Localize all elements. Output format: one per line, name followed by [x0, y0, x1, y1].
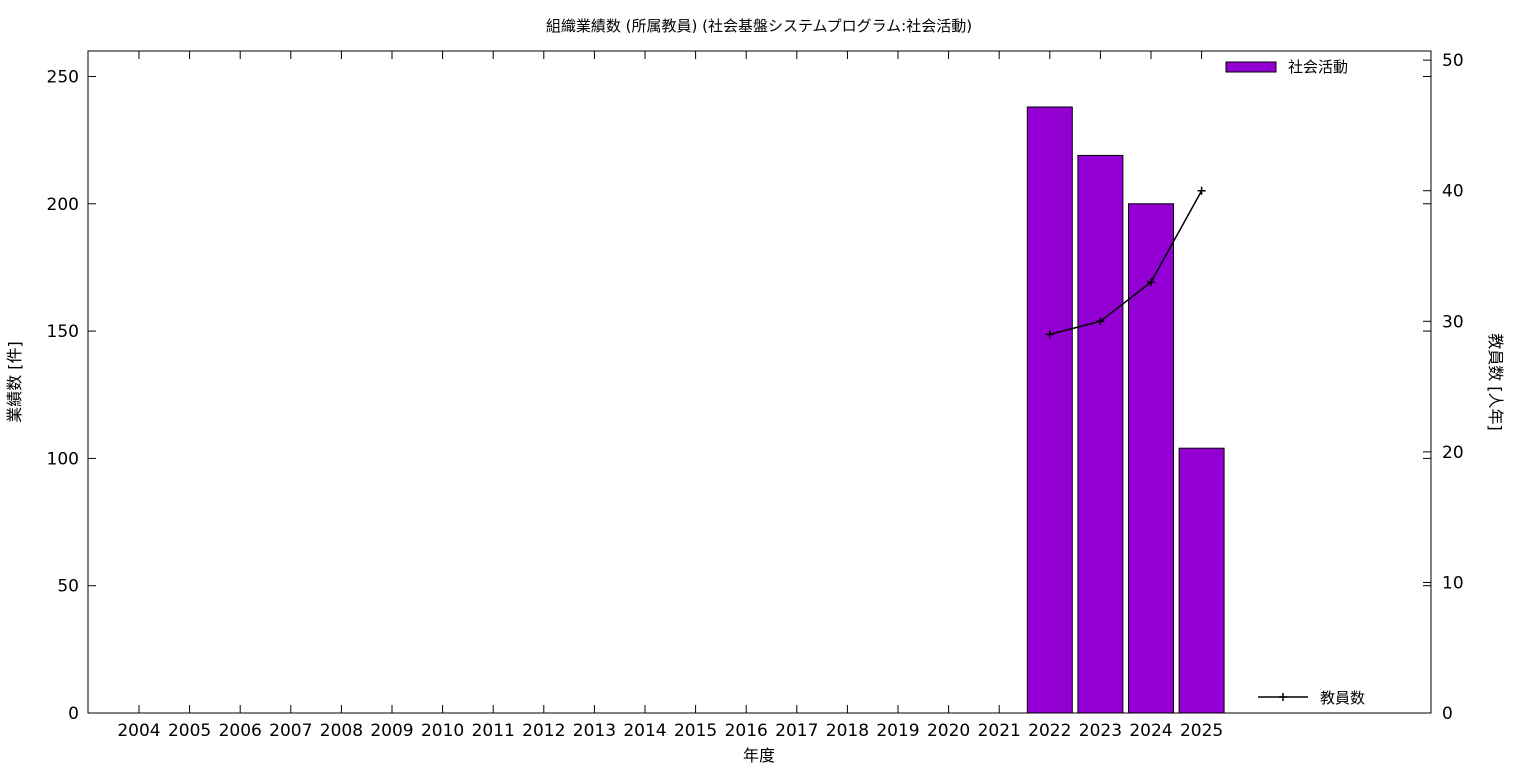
y-tick-label: 0: [68, 704, 79, 724]
x-tick-label: 2014: [623, 721, 666, 741]
plot-frame: [87, 50, 1432, 714]
x-tick-label: 2007: [269, 721, 312, 741]
bar: [1026, 106, 1073, 714]
line-point: [1197, 186, 1206, 195]
x-tick-label: 2022: [1028, 721, 1071, 741]
line-point: [1096, 317, 1105, 326]
y-tick-label: 100: [47, 449, 79, 469]
legend-label-line: 教員数: [1320, 689, 1365, 707]
x-tick-label: 2025: [1180, 721, 1223, 741]
x-tick-label: 2010: [421, 721, 464, 741]
x-tick-label: 2017: [775, 721, 818, 741]
y-tick-label: 200: [47, 195, 79, 215]
y2-tick-label: 20: [1442, 443, 1464, 463]
y-tick-label: 50: [57, 577, 79, 597]
x-tick-label: 2021: [978, 721, 1021, 741]
x-tick-label: 2016: [725, 721, 768, 741]
x-tick-label: 2024: [1129, 721, 1172, 741]
bar: [1178, 447, 1225, 714]
x-tick-label: 2019: [876, 721, 919, 741]
plot-area: 0 50 100 150 200 250 0 10 20 30 40 50 2004 2005 2006 20…: [47, 50, 1464, 741]
legend-swatch-marker: [1279, 693, 1287, 701]
x-tick-label: 2011: [472, 721, 515, 741]
x-tick-label: 2004: [117, 721, 160, 741]
chart-title: 組織業績数 (所属教員) (社会基盤システムプログラム:社会活動): [546, 17, 972, 35]
y-tick-label: 250: [47, 67, 79, 87]
y2-tick-label: 0: [1442, 704, 1453, 724]
y2-axis-label: 教員数 [人年]: [1486, 333, 1505, 431]
bar: [1077, 154, 1124, 714]
y-tick-label: 150: [47, 322, 79, 342]
x-tick-label: 2005: [168, 721, 211, 741]
x-tick-label: 2015: [674, 721, 717, 741]
y-axis-label: 業績数 [件]: [5, 341, 24, 423]
x-tick-label: 2006: [219, 721, 262, 741]
bar: [1128, 203, 1174, 714]
line-point: [1045, 330, 1054, 339]
x-tick-label: 2009: [370, 721, 413, 741]
legend-label-bar: 社会活動: [1288, 58, 1348, 76]
y2-tick-label: 10: [1442, 573, 1464, 593]
x-tick-label: 2013: [573, 721, 616, 741]
y2-tick-label: 50: [1442, 51, 1464, 71]
series-line: [1049, 190, 1203, 336]
x-tick-label: 2012: [522, 721, 565, 741]
line-point: [1147, 278, 1155, 287]
x-tick-label: 2020: [927, 721, 970, 741]
x-tick-label: 2023: [1079, 721, 1122, 741]
legend-swatch-bar: [1225, 61, 1277, 73]
y2-tick-label: 40: [1442, 182, 1464, 202]
x-axis-label: 年度: [743, 746, 775, 765]
x-tick-label: 2008: [320, 721, 363, 741]
x-tick-label: 2018: [826, 721, 869, 741]
y2-tick-label: 30: [1442, 312, 1464, 332]
